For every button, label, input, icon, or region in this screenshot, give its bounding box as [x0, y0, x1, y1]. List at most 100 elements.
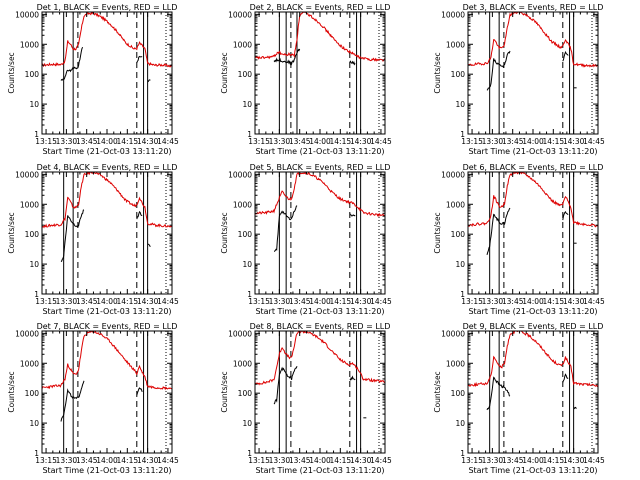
panel-frame — [467, 11, 599, 135]
y-tick-label: 1000 — [20, 200, 39, 209]
detector-panel-3: 1 10 100 1000 10000 13:1513:3013:4514:0014:15… — [433, 3, 605, 156]
y-tick-label: 10 — [242, 419, 252, 428]
y-axis-label: Counts/sec — [433, 371, 442, 412]
x-tick-label: 14:45 — [583, 137, 605, 146]
y-tick-label: 100 — [25, 230, 40, 239]
events-series-line — [60, 46, 84, 81]
detector-panel-4: 1 10 100 1000 10000 13:1513:3013:4514:0014:15… — [7, 163, 179, 316]
x-tick-label: 13:45 — [502, 137, 524, 146]
y-tick-label: 10 — [29, 419, 39, 428]
lld-series-line — [468, 331, 598, 388]
y-tick-label: 100 — [238, 389, 253, 398]
x-tick-label: 13:15 — [461, 456, 483, 465]
panel-title: Det 7, BLACK = Events, RED = LLD — [37, 322, 178, 331]
x-tick-label: 14:30 — [137, 456, 159, 465]
y-axis-label: Counts/sec — [433, 212, 442, 253]
x-tick-label: 14:30 — [563, 456, 585, 465]
y-tick-label: 1 — [34, 130, 39, 139]
x-tick-label: 14:00 — [96, 456, 118, 465]
panel-title: Det 5, BLACK = Events, RED = LLD — [250, 163, 391, 172]
panel-title: Det 3, BLACK = Events, RED = LLD — [463, 3, 604, 12]
y-tick-label: 1000 — [20, 359, 39, 368]
y-tick-label: 10000 — [15, 329, 39, 338]
x-tick-label: 13:15 — [248, 297, 270, 306]
y-tick-label: 10000 — [228, 10, 252, 19]
x-tick-label: 14:45 — [370, 137, 392, 146]
y-tick-label: 1000 — [446, 200, 465, 209]
y-tick-label: 1000 — [20, 40, 39, 49]
panel-frame — [41, 330, 173, 454]
events-series-line — [60, 380, 85, 422]
y-tick-label: 1 — [247, 290, 252, 299]
events-series-line — [273, 48, 301, 66]
x-tick-label: 14:00 — [309, 137, 331, 146]
x-tick-label: 14:00 — [522, 297, 544, 306]
x-tick-label: 14:30 — [350, 137, 372, 146]
events-series-line — [562, 210, 569, 221]
detector-panel-8: 1 10 100 1000 10000 13:1513:3013:4514:0014:15… — [220, 322, 392, 475]
lld-series-line — [468, 172, 598, 228]
y-tick-label: 10 — [29, 260, 39, 269]
x-tick-label: 13:30 — [269, 297, 291, 306]
panel-frame — [254, 171, 386, 295]
panel-data-layer — [42, 172, 172, 294]
detector-panel-6: 1 10 100 1000 10000 13:1513:3013:4514:0014:15… — [433, 163, 605, 316]
x-axis-label: Start Time (21-Oct-03 13:11:20) — [42, 147, 171, 156]
x-axis-label: Start Time (21-Oct-03 13:11:20) — [42, 307, 171, 316]
events-series-line — [136, 387, 143, 396]
panel-data-layer — [42, 12, 172, 134]
x-tick-label: 14:30 — [350, 297, 372, 306]
panel-data-layer — [468, 172, 598, 294]
y-tick-label: 100 — [25, 70, 40, 79]
x-tick-label: 14:45 — [157, 456, 179, 465]
y-tick-label: 10000 — [228, 170, 252, 179]
lld-series-line — [42, 172, 172, 229]
y-tick-label: 10000 — [228, 329, 252, 338]
panel-data-layer — [255, 331, 385, 453]
x-tick-label: 13:45 — [502, 297, 524, 306]
lld-series-line — [42, 331, 172, 391]
x-tick-label: 14:45 — [157, 297, 179, 306]
x-tick-label: 14:00 — [96, 137, 118, 146]
panel-frame — [467, 330, 599, 454]
y-tick-label: 10000 — [441, 10, 465, 19]
y-tick-label: 10000 — [15, 10, 39, 19]
x-tick-label: 13:30 — [56, 297, 78, 306]
events-series-line — [136, 210, 143, 220]
panel-title: Det 9, BLACK = Events, RED = LLD — [463, 322, 604, 331]
lld-series-line — [468, 12, 598, 68]
panel-frame — [254, 330, 386, 454]
x-tick-label: 14:00 — [96, 297, 118, 306]
y-axis-label: Counts/sec — [7, 371, 16, 412]
panel-data-layer — [468, 331, 598, 453]
x-axis-label: Start Time (21-Oct-03 13:11:20) — [468, 307, 597, 316]
x-tick-label: 13:15 — [35, 297, 57, 306]
x-axis-label: Start Time (21-Oct-03 13:11:20) — [42, 466, 171, 475]
events-series-line — [147, 79, 151, 83]
panel-data-layer — [255, 12, 385, 134]
y-tick-label: 10000 — [441, 170, 465, 179]
x-tick-label: 14:15 — [330, 137, 352, 146]
events-series-line — [60, 209, 85, 262]
y-tick-label: 1000 — [446, 359, 465, 368]
x-tick-label: 14:15 — [543, 297, 565, 306]
y-tick-label: 1 — [460, 290, 465, 299]
panel-title: Det 1, BLACK = Events, RED = LLD — [37, 3, 178, 12]
x-tick-label: 13:30 — [482, 137, 504, 146]
x-tick-label: 13:30 — [482, 456, 504, 465]
y-tick-label: 1 — [460, 130, 465, 139]
detector-panel-1: 1 10 100 1000 10000 13:1513:3013:4514:0014:15… — [7, 3, 179, 156]
x-tick-label: 13:15 — [248, 137, 270, 146]
x-tick-label: 14:15 — [117, 137, 139, 146]
events-series-line — [486, 376, 511, 411]
x-tick-label: 13:45 — [76, 137, 98, 146]
x-tick-label: 14:15 — [543, 137, 565, 146]
x-tick-label: 13:30 — [269, 137, 291, 146]
y-axis-label: Counts/sec — [220, 52, 229, 93]
x-tick-label: 14:15 — [117, 456, 139, 465]
x-tick-label: 13:15 — [35, 456, 57, 465]
panel-frame — [41, 171, 173, 295]
y-tick-label: 1000 — [446, 40, 465, 49]
detector-panel-5: 1 10 100 1000 10000 13:1513:3013:4514:0014:15… — [220, 163, 392, 316]
